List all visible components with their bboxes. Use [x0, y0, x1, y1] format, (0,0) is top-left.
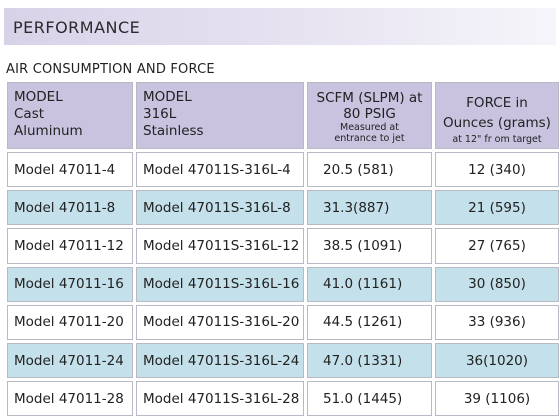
cell-force: 36(1020) — [435, 342, 559, 379]
header-model-316l-stainless: MODEL 316L Stainless — [136, 82, 304, 149]
cell-force: 12 (340) — [435, 152, 559, 188]
header-line: 316L — [143, 106, 177, 122]
cell-stainless-model: Model 47011S-316L-24 — [136, 342, 304, 379]
table-row: Model 47011-28 Model 47011S-316L-28 51.0… — [7, 381, 559, 417]
cell-scfm: 41.0 (1161) — [307, 266, 432, 302]
header-scfm: SCFM (SLPM) at 80 PSIG Measured at entra… — [307, 82, 432, 149]
cell-force: 39 (1106) — [435, 381, 559, 417]
cell-aluminum-model: Model 47011-12 — [7, 228, 133, 264]
header-line: MODEL — [143, 89, 192, 105]
performance-banner: PERFORMANCE — [4, 8, 556, 45]
cell-scfm: 38.5 (1091) — [307, 228, 432, 264]
cell-scfm: 20.5 (581) — [307, 152, 432, 188]
header-line: Cast — [14, 106, 45, 122]
cell-scfm: 31.3(887) — [307, 190, 432, 226]
header-line: MODEL — [14, 89, 63, 105]
cell-force: 27 (765) — [435, 228, 559, 264]
cell-stainless-model: Model 47011S-316L-16 — [136, 266, 304, 302]
table-row: Model 47011-24 Model 47011S-316L-24 47.0… — [7, 342, 559, 379]
performance-table: MODEL Cast Aluminum MODEL 316L Stainless… — [4, 79, 560, 419]
cell-scfm: 47.0 (1331) — [307, 342, 432, 379]
banner-title: PERFORMANCE — [13, 18, 141, 37]
cell-aluminum-model: Model 47011-24 — [7, 342, 133, 379]
cell-scfm: 44.5 (1261) — [307, 304, 432, 340]
header-line: Stainless — [143, 123, 204, 139]
cell-force: 33 (936) — [435, 304, 559, 340]
table-row: Model 47011-20 Model 47011S-316L-20 44.5… — [7, 304, 559, 340]
header-line: Aluminum — [14, 123, 83, 139]
header-line: SCFM (SLPM) at — [316, 90, 423, 106]
cell-stainless-model: Model 47011S-316L-20 — [136, 304, 304, 340]
header-line: 80 PSIG — [343, 106, 396, 122]
cell-aluminum-model: Model 47011-16 — [7, 266, 133, 302]
header-note: Measured at — [340, 122, 399, 133]
cell-aluminum-model: Model 47011-28 — [7, 381, 133, 417]
cell-scfm: 51.0 (1445) — [307, 381, 432, 417]
header-force: FORCE in Ounces (grams) at 12" fr om tar… — [435, 82, 559, 149]
header-note: entrance to jet — [334, 133, 405, 144]
table-row: Model 47011-8 Model 47011S-316L-8 31.3(8… — [7, 190, 559, 226]
table-row: Model 47011-4 Model 47011S-316L-4 20.5 (… — [7, 152, 559, 188]
cell-force: 30 (850) — [435, 266, 559, 302]
header-line: Ounces (grams) — [443, 115, 551, 131]
section-title: AIR CONSUMPTION AND FORCE — [6, 62, 215, 77]
cell-stainless-model: Model 47011S-316L-4 — [136, 152, 304, 188]
table-row: Model 47011-12 Model 47011S-316L-12 38.5… — [7, 228, 559, 264]
cell-stainless-model: Model 47011S-316L-28 — [136, 381, 304, 417]
table-header-row: MODEL Cast Aluminum MODEL 316L Stainless… — [7, 82, 559, 149]
header-model-cast-aluminum: MODEL Cast Aluminum — [7, 82, 133, 149]
header-line: FORCE in — [466, 95, 528, 111]
cell-aluminum-model: Model 47011-8 — [7, 190, 133, 226]
cell-stainless-model: Model 47011S-316L-12 — [136, 228, 304, 264]
header-note: at 12" fr om target — [452, 134, 542, 145]
cell-force: 21 (595) — [435, 190, 559, 226]
table-row: Model 47011-16 Model 47011S-316L-16 41.0… — [7, 266, 559, 302]
cell-stainless-model: Model 47011S-316L-8 — [136, 190, 304, 226]
cell-aluminum-model: Model 47011-4 — [7, 152, 133, 188]
cell-aluminum-model: Model 47011-20 — [7, 304, 133, 340]
